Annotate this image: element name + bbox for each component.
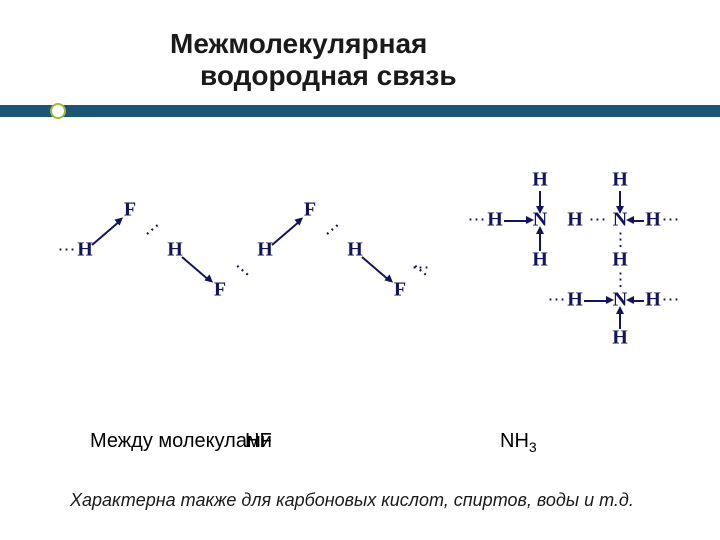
hydrogen-bond-dots: ⋯ bbox=[468, 210, 485, 231]
atom-label: F bbox=[394, 279, 406, 302]
hydrogen-bond-dots: ⋯ bbox=[589, 210, 606, 231]
atom-label: H bbox=[612, 249, 628, 272]
atom-label: H bbox=[567, 289, 583, 312]
hydrogen-bond-dots: ⋯ bbox=[58, 240, 75, 261]
atom-label: H bbox=[532, 169, 548, 192]
atom-label: F bbox=[214, 279, 226, 302]
atom-label: H bbox=[77, 239, 93, 262]
caption-hf: HF bbox=[245, 430, 272, 453]
hydrogen-bond-dots: ⋯ bbox=[319, 216, 346, 243]
nh3-subscript: 3 bbox=[529, 439, 537, 455]
hydrogen-bond-dots: ⋯ bbox=[139, 216, 166, 243]
caption-nh3: NH3 bbox=[500, 430, 537, 455]
hydrogen-bond-dots: ⋯ bbox=[229, 256, 256, 283]
title-line-2: водородная связь bbox=[170, 60, 457, 92]
atom-label: H bbox=[347, 239, 363, 262]
bullet-dot bbox=[50, 103, 66, 119]
atom-label: F bbox=[124, 199, 136, 222]
footer-note: Характерна также для карбоновых кислот, … bbox=[70, 490, 634, 511]
covalent-bond bbox=[91, 220, 120, 246]
bond-arrow-icon bbox=[536, 226, 544, 234]
hydrogen-bond-dots: ⋯ bbox=[662, 290, 679, 311]
hydrogen-bond-dots: ⋮ bbox=[612, 270, 629, 291]
atom-label: H bbox=[645, 209, 661, 232]
title-line-1: Межмолекулярная bbox=[170, 28, 457, 60]
hydrogen-bond-dots: ⋮ bbox=[612, 230, 629, 251]
hydrogen-bond-dots: ⋯ bbox=[662, 210, 679, 231]
atom-label: H bbox=[567, 209, 583, 232]
atom-label: H bbox=[257, 239, 273, 262]
covalent-bond bbox=[539, 231, 541, 251]
atom-label: H bbox=[167, 239, 183, 262]
accent-bar bbox=[0, 105, 720, 117]
atom-label: H bbox=[645, 289, 661, 312]
bond-arrow-icon bbox=[616, 206, 624, 214]
hydrogen-bond-dots: ⋯ bbox=[548, 290, 565, 311]
nh3-text: NH bbox=[500, 430, 529, 452]
atom-label: H bbox=[487, 209, 503, 232]
atom-label: H bbox=[532, 249, 548, 272]
bond-arrow-icon bbox=[626, 296, 634, 304]
covalent-bond bbox=[271, 220, 300, 246]
bond-arrow-icon bbox=[606, 296, 614, 304]
bond-arrow-icon bbox=[526, 216, 534, 224]
atom-label: H bbox=[612, 327, 628, 350]
atom-label: F bbox=[304, 199, 316, 222]
bond-arrow-icon bbox=[626, 216, 634, 224]
bond-arrow-icon bbox=[536, 206, 544, 214]
chemistry-diagram: FHHFHFHF⋯⋯⋯⋯⋯⋯HHNHHHNHHHNHH⋮⋮⋯⋯⋯⋯⋯ bbox=[0, 150, 720, 410]
bond-arrow-icon bbox=[616, 306, 624, 314]
slide-title: Межмолекулярная водородная связь bbox=[170, 28, 457, 92]
atom-label: H bbox=[612, 169, 628, 192]
hydrogen-bond-dots: ⋯ bbox=[412, 258, 429, 279]
